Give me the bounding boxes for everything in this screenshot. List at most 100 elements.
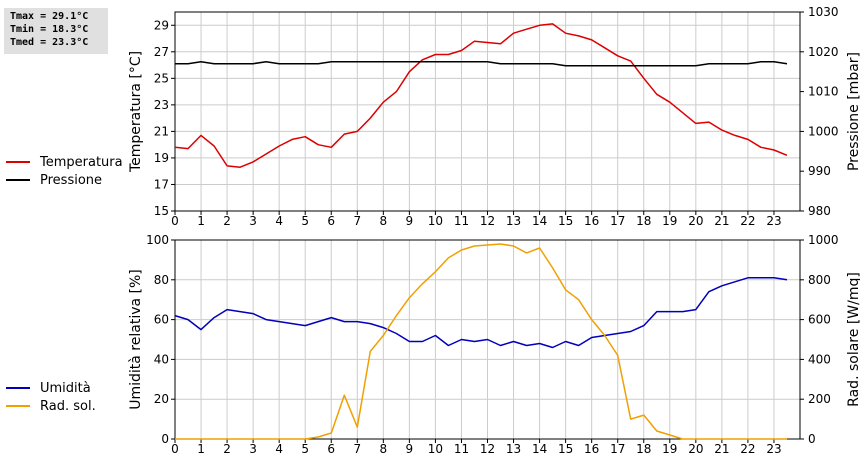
y-right-axis-title: Pressione [mbar] (846, 52, 860, 171)
y-right-tick-label: 200 (808, 392, 831, 406)
y-left-tick-label: 60 (154, 313, 169, 327)
x-tick-label: 4 (275, 214, 283, 228)
legend-item-umidita: Umidità (6, 379, 96, 397)
y-left-tick-label: 100 (146, 233, 169, 247)
y-left-axis-title: Temperatura [°C] (128, 51, 144, 173)
x-tick-label: 7 (353, 442, 361, 456)
y-left-tick-label: 17 (154, 177, 169, 191)
legend-swatch (6, 161, 30, 163)
x-tick-label: 23 (766, 214, 781, 228)
x-tick-label: 9 (406, 214, 414, 228)
y-right-tick-label: 990 (808, 164, 831, 178)
x-tick-label: 6 (327, 214, 335, 228)
x-tick-label: 15 (558, 214, 573, 228)
x-tick-label: 17 (610, 442, 625, 456)
y-left-tick-label: 25 (154, 71, 169, 85)
x-tick-label: 12 (480, 442, 495, 456)
y-left-tick-label: 20 (154, 392, 169, 406)
x-tick-label: 13 (506, 442, 521, 456)
x-tick-label: 0 (171, 214, 179, 228)
x-tick-label: 17 (610, 214, 625, 228)
y-right-tick-label: 1020 (808, 45, 839, 59)
x-tick-label: 4 (275, 442, 283, 456)
x-tick-label: 21 (714, 442, 729, 456)
x-tick-label: 16 (584, 214, 599, 228)
x-tick-label: 1 (197, 214, 205, 228)
x-tick-label: 10 (428, 214, 443, 228)
legend-item-rad-sol: Rad. sol. (6, 397, 96, 415)
y-left-tick-label: 19 (154, 151, 169, 165)
x-tick-label: 14 (532, 214, 547, 228)
y-right-tick-label: 800 (808, 273, 831, 287)
legend-bottom: Umidità Rad. sol. (6, 379, 96, 415)
x-tick-label: 1 (197, 442, 205, 456)
y-left-tick-label: 15 (154, 204, 169, 218)
x-tick-label: 19 (662, 214, 677, 228)
x-tick-label: 10 (428, 442, 443, 456)
y-left-axis-title: Umidità relativa [%] (128, 269, 144, 410)
x-tick-label: 2 (223, 442, 231, 456)
y-left-tick-label: 23 (154, 98, 169, 112)
x-tick-label: 20 (688, 214, 703, 228)
x-tick-label: 14 (532, 442, 547, 456)
x-tick-label: 9 (406, 442, 414, 456)
x-tick-label: 13 (506, 214, 521, 228)
y-left-tick-label: 21 (154, 124, 169, 138)
x-tick-label: 11 (454, 214, 469, 228)
y-left-tick-label: 80 (154, 273, 169, 287)
series-line-umidit (174, 277, 788, 349)
series-line-rad-sol (175, 243, 787, 440)
x-tick-label: 15 (558, 442, 573, 456)
x-tick-label: 18 (636, 442, 651, 456)
y-right-tick-label: 1000 (808, 233, 839, 247)
x-tick-label: 19 (662, 442, 677, 456)
tmin-label: Tmin = 18.3°C (10, 24, 89, 35)
y-right-tick-label: 0 (808, 432, 816, 446)
x-tick-label: 21 (714, 214, 729, 228)
y-left-tick-label: 29 (154, 18, 169, 32)
y-left-tick-label: 27 (154, 45, 169, 59)
legend-swatch (6, 405, 30, 407)
y-right-tick-label: 1010 (808, 85, 839, 99)
x-tick-label: 5 (301, 442, 309, 456)
tmax-label: Tmax = 29.1°C (10, 11, 89, 22)
y-left-tick-label: 0 (161, 432, 169, 446)
x-tick-label: 23 (766, 442, 781, 456)
x-tick-label: 18 (636, 214, 651, 228)
plot-frame (174, 11, 801, 212)
x-tick-label: 22 (740, 214, 755, 228)
x-tick-label: 22 (740, 442, 755, 456)
legend-top: Temperatura Pressione (6, 153, 123, 189)
stats-box: Tmax = 29.1°C Tmin = 18.3°C Tmed = 23.3°C (4, 8, 108, 54)
x-tick-label: 20 (688, 442, 703, 456)
y-right-tick-label: 600 (808, 313, 831, 327)
y-right-tick-label: 1030 (808, 5, 839, 19)
x-tick-label: 2 (223, 214, 231, 228)
x-tick-label: 6 (327, 442, 335, 456)
x-tick-label: 3 (249, 214, 257, 228)
y-right-tick-label: 1000 (808, 124, 839, 138)
x-tick-label: 8 (380, 442, 388, 456)
x-tick-label: 7 (353, 214, 361, 228)
x-tick-label: 5 (301, 214, 309, 228)
legend-item-pressione: Pressione (6, 171, 123, 189)
x-tick-label: 3 (249, 442, 257, 456)
x-tick-label: 11 (454, 442, 469, 456)
y-right-axis-title: Rad. solare [W/mq] (846, 272, 860, 407)
x-tick-label: 16 (584, 442, 599, 456)
x-tick-label: 8 (380, 214, 388, 228)
plot-frame (174, 239, 801, 440)
legend-swatch (6, 179, 30, 181)
y-right-tick-label: 400 (808, 352, 831, 366)
tmed-label: Tmed = 23.3°C (10, 37, 89, 48)
series-line-temperatura (174, 23, 788, 168)
x-tick-label: 12 (480, 214, 495, 228)
y-left-tick-label: 40 (154, 352, 169, 366)
legend-label: Temperatura (40, 154, 123, 170)
series-line-pressione (175, 61, 788, 67)
legend-item-temperatura: Temperatura (6, 153, 123, 171)
legend-label: Umidità (40, 380, 91, 396)
legend-label: Pressione (40, 172, 103, 188)
legend-swatch (6, 387, 30, 389)
